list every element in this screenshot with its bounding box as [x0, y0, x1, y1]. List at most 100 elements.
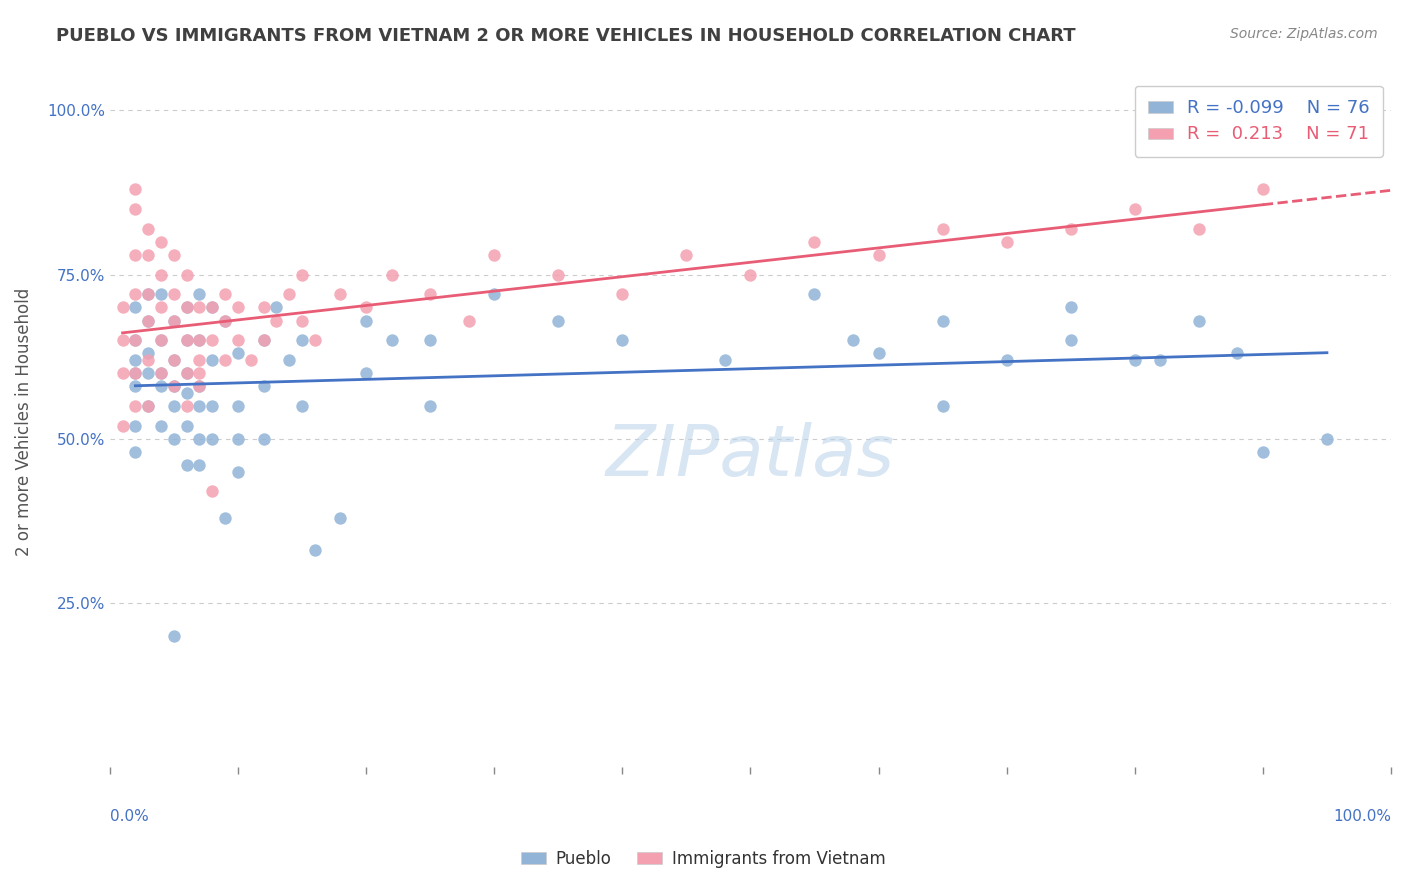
Point	[136, 399, 159, 413]
Point	[803, 235, 825, 249]
Point	[136, 399, 159, 413]
Point	[124, 366, 146, 380]
Point	[1188, 313, 1211, 327]
Point	[381, 268, 404, 282]
Point	[188, 301, 211, 315]
Point	[252, 379, 274, 393]
Point	[868, 248, 890, 262]
Text: 100.0%: 100.0%	[1333, 809, 1391, 823]
Point	[419, 399, 441, 413]
Point	[124, 353, 146, 368]
Text: 0.0%: 0.0%	[110, 809, 149, 823]
Point	[995, 235, 1018, 249]
Point	[136, 313, 159, 327]
Point	[163, 432, 186, 446]
Point	[124, 379, 146, 393]
Point	[226, 465, 249, 479]
Point	[124, 301, 146, 315]
Point	[266, 313, 288, 327]
Point	[226, 333, 249, 347]
Y-axis label: 2 or more Vehicles in Household: 2 or more Vehicles in Household	[15, 288, 32, 557]
Point	[1251, 182, 1274, 196]
Point	[1251, 445, 1274, 459]
Point	[675, 248, 697, 262]
Point	[201, 353, 224, 368]
Point	[278, 353, 301, 368]
Point	[252, 301, 274, 315]
Point	[1316, 432, 1339, 446]
Point	[124, 287, 146, 301]
Text: Source: ZipAtlas.com: Source: ZipAtlas.com	[1230, 27, 1378, 41]
Point	[163, 629, 186, 643]
Text: PUEBLO VS IMMIGRANTS FROM VIETNAM 2 OR MORE VEHICLES IN HOUSEHOLD CORRELATION CH: PUEBLO VS IMMIGRANTS FROM VIETNAM 2 OR M…	[56, 27, 1076, 45]
Point	[304, 543, 326, 558]
Point	[136, 366, 159, 380]
Point	[176, 301, 198, 315]
Point	[124, 366, 146, 380]
Point	[457, 313, 479, 327]
Point	[188, 287, 211, 301]
Point	[740, 268, 762, 282]
Point	[188, 333, 211, 347]
Point	[482, 287, 505, 301]
Point	[150, 366, 173, 380]
Point	[163, 248, 186, 262]
Point	[1188, 221, 1211, 235]
Point	[329, 287, 352, 301]
Point	[354, 366, 377, 380]
Point	[1060, 301, 1083, 315]
Point	[136, 287, 159, 301]
Point	[214, 313, 236, 327]
Point	[291, 333, 314, 347]
Point	[1226, 346, 1249, 360]
Point	[354, 313, 377, 327]
Point	[931, 313, 953, 327]
Point	[419, 287, 441, 301]
Point	[176, 366, 198, 380]
Point	[176, 366, 198, 380]
Point	[176, 333, 198, 347]
Point	[136, 248, 159, 262]
Point	[111, 418, 134, 433]
Point	[547, 268, 569, 282]
Point	[176, 268, 198, 282]
Point	[136, 221, 159, 235]
Point	[201, 333, 224, 347]
Point	[188, 379, 211, 393]
Point	[163, 353, 186, 368]
Point	[1060, 333, 1083, 347]
Point	[278, 287, 301, 301]
Point	[150, 287, 173, 301]
Point	[266, 301, 288, 315]
Point	[124, 333, 146, 347]
Point	[252, 333, 274, 347]
Point	[226, 399, 249, 413]
Point	[124, 202, 146, 216]
Point	[201, 399, 224, 413]
Point	[931, 221, 953, 235]
Point	[111, 301, 134, 315]
Text: ZIPatlas: ZIPatlas	[606, 422, 894, 491]
Point	[547, 313, 569, 327]
Point	[124, 182, 146, 196]
Point	[995, 353, 1018, 368]
Point	[111, 333, 134, 347]
Point	[1060, 221, 1083, 235]
Point	[1149, 353, 1171, 368]
Point	[188, 432, 211, 446]
Point	[163, 379, 186, 393]
Point	[163, 313, 186, 327]
Point	[612, 287, 634, 301]
Point	[201, 301, 224, 315]
Point	[239, 353, 262, 368]
Point	[150, 418, 173, 433]
Point	[163, 287, 186, 301]
Point	[713, 353, 735, 368]
Point	[150, 366, 173, 380]
Point	[419, 333, 441, 347]
Point	[176, 385, 198, 400]
Point	[124, 399, 146, 413]
Point	[176, 418, 198, 433]
Point	[868, 346, 890, 360]
Point	[163, 313, 186, 327]
